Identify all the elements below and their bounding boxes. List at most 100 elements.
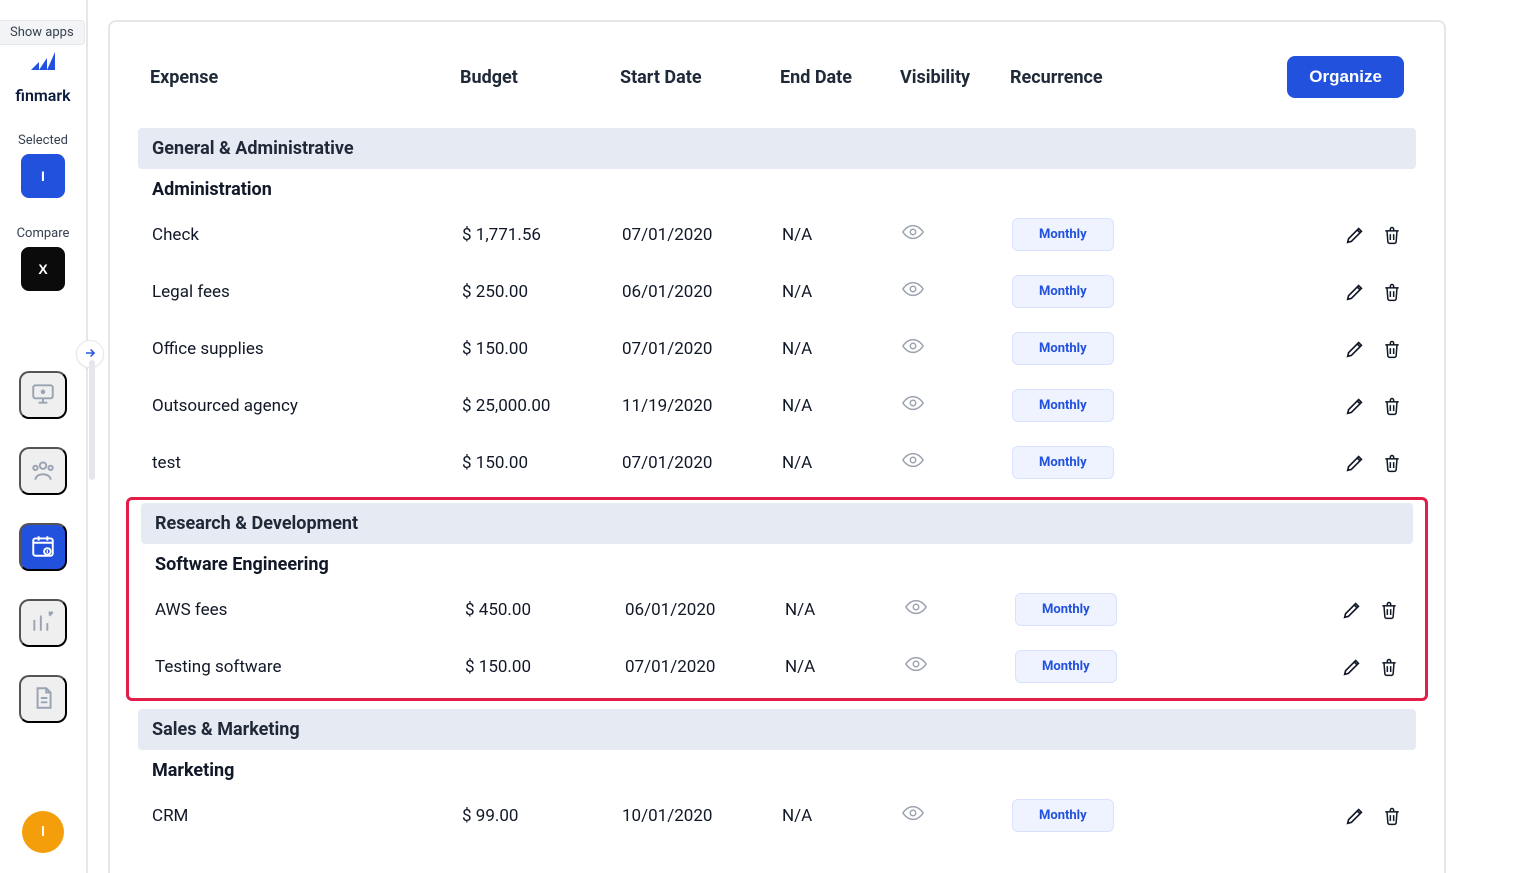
expense-row: Outsourced agency$ 25,000.0011/19/2020N/… (138, 377, 1416, 434)
col-visibility: Visibility (900, 67, 1010, 88)
visibility-toggle[interactable] (902, 281, 1012, 302)
row-actions (1344, 224, 1402, 246)
left-rail: finmark Selected I Compare X (0, 0, 88, 873)
edit-button[interactable] (1344, 338, 1366, 360)
delete-button[interactable] (1382, 806, 1402, 826)
organize-label: Organize (1309, 67, 1382, 86)
cell-recurrence: Monthly (1012, 218, 1252, 251)
visibility-toggle[interactable] (902, 338, 1012, 359)
cell-start-date: 11/19/2020 (622, 396, 782, 416)
visibility-toggle[interactable] (905, 599, 1015, 620)
cell-start-date: 07/01/2020 (622, 339, 782, 359)
visibility-toggle[interactable] (902, 805, 1012, 826)
brand-name: finmark (15, 86, 70, 105)
selected-label: Selected (18, 133, 68, 148)
bar-chart-icon (30, 609, 56, 638)
visibility-toggle[interactable] (902, 395, 1012, 416)
nav-reports[interactable] (19, 599, 67, 647)
expense-row: Check$ 1,771.5607/01/2020N/AMonthly (138, 206, 1416, 263)
compare-label: Compare (17, 226, 70, 241)
nav-expenses[interactable] (19, 523, 67, 571)
delete-button[interactable] (1379, 600, 1399, 620)
selected-scenario-chip[interactable]: I (21, 154, 65, 198)
visibility-toggle[interactable] (902, 452, 1012, 473)
scenario-compare-group: Compare X (17, 226, 70, 291)
compare-scenario-letter: X (38, 261, 47, 277)
group-title: Sales & Marketing (138, 709, 1416, 750)
trash-icon (1382, 404, 1402, 419)
cell-budget: $ 99.00 (462, 806, 622, 826)
pencil-icon (1344, 405, 1366, 420)
edit-button[interactable] (1344, 395, 1366, 417)
recurrence-pill[interactable]: Monthly (1012, 799, 1114, 832)
group-title: Research & Development (141, 503, 1413, 544)
recurrence-pill[interactable]: Monthly (1012, 389, 1114, 422)
edit-button[interactable] (1344, 452, 1366, 474)
row-actions (1344, 395, 1402, 417)
cell-budget: $ 150.00 (462, 453, 622, 473)
expenses-panel: Expense Budget Start Date End Date Visib… (108, 20, 1446, 873)
organize-button[interactable]: Organize (1287, 56, 1404, 98)
edit-button[interactable] (1344, 224, 1366, 246)
recurrence-pill[interactable]: Monthly (1015, 593, 1117, 626)
avatar-letter: I (41, 824, 45, 840)
pencil-icon (1344, 291, 1366, 306)
show-apps-tab[interactable]: Show apps (0, 20, 85, 45)
trash-icon (1379, 665, 1399, 680)
cell-expense: Office supplies (152, 339, 462, 359)
recurrence-pill[interactable]: Monthly (1012, 275, 1114, 308)
recurrence-pill[interactable]: Monthly (1015, 650, 1117, 683)
visibility-toggle[interactable] (905, 656, 1015, 677)
cell-expense: Outsourced agency (152, 396, 462, 416)
edit-button[interactable] (1344, 805, 1366, 827)
edit-button[interactable] (1344, 281, 1366, 303)
edit-button[interactable] (1341, 656, 1363, 678)
delete-button[interactable] (1382, 396, 1402, 416)
delete-button[interactable] (1382, 339, 1402, 359)
calendar-money-icon (30, 533, 56, 562)
delete-button[interactable] (1382, 225, 1402, 245)
brand-logo[interactable]: finmark (15, 46, 70, 105)
recurrence-pill[interactable]: Monthly (1012, 218, 1114, 251)
cell-expense: Check (152, 225, 462, 245)
edit-button[interactable] (1341, 599, 1363, 621)
recurrence-pill[interactable]: Monthly (1012, 332, 1114, 365)
eye-icon (902, 806, 924, 826)
visibility-toggle[interactable] (902, 224, 1012, 245)
delete-button[interactable] (1382, 282, 1402, 302)
expense-group: Sales & MarketingMarketingCRM$ 99.0010/0… (138, 709, 1416, 844)
cell-start-date: 07/01/2020 (622, 453, 782, 473)
row-actions (1344, 338, 1402, 360)
expense-group: General & AdministrativeAdministrationCh… (138, 128, 1416, 491)
compare-scenario-chip[interactable]: X (21, 247, 65, 291)
eye-icon (902, 396, 924, 416)
pencil-icon (1341, 609, 1363, 624)
recurrence-pill[interactable]: Monthly (1012, 446, 1114, 479)
cell-expense: AWS fees (155, 600, 465, 620)
cell-start-date: 07/01/2020 (625, 657, 785, 677)
nav-dashboard[interactable] (19, 371, 67, 419)
cell-budget: $ 25,000.00 (462, 396, 622, 416)
subgroup-title: Software Engineering (141, 544, 1413, 581)
delete-button[interactable] (1382, 453, 1402, 473)
eye-icon (902, 453, 924, 473)
cell-expense: Legal fees (152, 282, 462, 302)
trash-icon (1382, 814, 1402, 829)
cell-end-date: N/A (782, 396, 902, 416)
delete-button[interactable] (1379, 657, 1399, 677)
cell-recurrence: Monthly (1012, 389, 1252, 422)
cell-end-date: N/A (782, 453, 902, 473)
col-end-date: End Date (780, 67, 900, 88)
nav-people[interactable] (19, 447, 67, 495)
selected-scenario-letter: I (41, 168, 45, 184)
cell-end-date: N/A (785, 657, 905, 677)
cell-recurrence: Monthly (1015, 650, 1255, 683)
col-budget: Budget (460, 67, 620, 88)
scrollbar[interactable] (89, 360, 95, 480)
cell-start-date: 06/01/2020 (622, 282, 782, 302)
nav-documents[interactable] (19, 675, 67, 723)
cell-recurrence: Monthly (1012, 275, 1252, 308)
cell-recurrence: Monthly (1012, 332, 1252, 365)
cell-budget: $ 450.00 (465, 600, 625, 620)
user-avatar[interactable]: I (22, 811, 64, 853)
